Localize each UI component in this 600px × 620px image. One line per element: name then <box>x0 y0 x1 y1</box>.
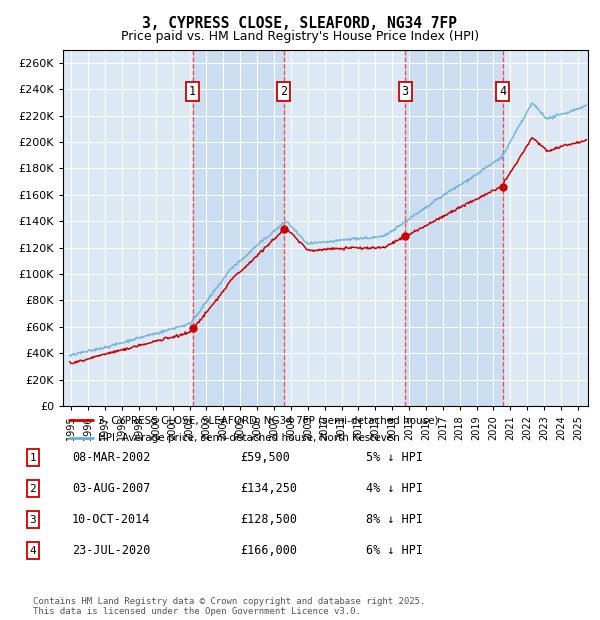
Text: 2: 2 <box>29 484 37 494</box>
Text: 10-OCT-2014: 10-OCT-2014 <box>72 513 151 526</box>
Text: 3: 3 <box>401 86 409 99</box>
Text: 5% ↓ HPI: 5% ↓ HPI <box>366 451 423 464</box>
Text: £166,000: £166,000 <box>240 544 297 557</box>
Text: 8% ↓ HPI: 8% ↓ HPI <box>366 513 423 526</box>
Text: 03-AUG-2007: 03-AUG-2007 <box>72 482 151 495</box>
Text: 3, CYPRESS CLOSE, SLEAFORD, NG34 7FP: 3, CYPRESS CLOSE, SLEAFORD, NG34 7FP <box>143 16 458 31</box>
Text: 4: 4 <box>499 86 506 99</box>
Text: 1: 1 <box>29 453 37 463</box>
Text: 2: 2 <box>280 86 287 99</box>
Text: 1: 1 <box>189 86 196 99</box>
Text: £59,500: £59,500 <box>240 451 290 464</box>
Text: £134,250: £134,250 <box>240 482 297 495</box>
Text: Contains HM Land Registry data © Crown copyright and database right 2025.
This d: Contains HM Land Registry data © Crown c… <box>33 597 425 616</box>
Text: 23-JUL-2020: 23-JUL-2020 <box>72 544 151 557</box>
Bar <box>193 50 284 406</box>
Text: Price paid vs. HM Land Registry's House Price Index (HPI): Price paid vs. HM Land Registry's House … <box>121 30 479 43</box>
Text: 3, CYPRESS CLOSE, SLEAFORD, NG34 7FP (semi-detached house): 3, CYPRESS CLOSE, SLEAFORD, NG34 7FP (se… <box>98 415 438 425</box>
Text: 3: 3 <box>29 515 37 525</box>
Text: 4: 4 <box>29 546 37 556</box>
Bar <box>405 50 503 406</box>
Text: 6% ↓ HPI: 6% ↓ HPI <box>366 544 423 557</box>
Text: 08-MAR-2002: 08-MAR-2002 <box>72 451 151 464</box>
Text: HPI: Average price, semi-detached house, North Kesteven: HPI: Average price, semi-detached house,… <box>98 433 400 443</box>
Text: 4% ↓ HPI: 4% ↓ HPI <box>366 482 423 495</box>
Text: £128,500: £128,500 <box>240 513 297 526</box>
